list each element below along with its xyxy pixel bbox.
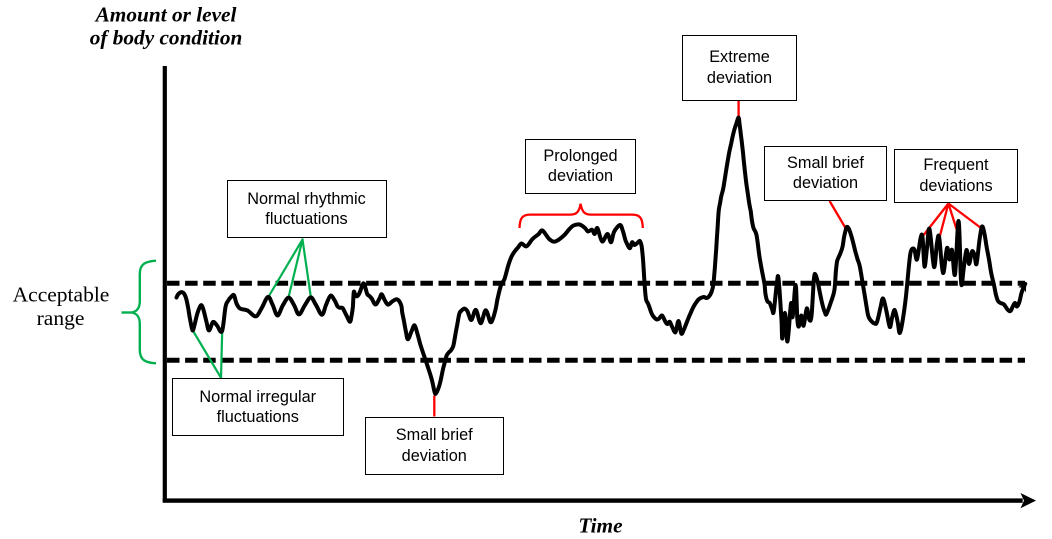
svg-text:Acceptable: Acceptable bbox=[13, 283, 110, 307]
svg-text:Time: Time bbox=[578, 514, 622, 538]
svg-text:Amount or level: Amount or level bbox=[94, 3, 237, 27]
svg-text:of body condition: of body condition bbox=[90, 26, 243, 50]
svg-text:range: range bbox=[37, 306, 85, 330]
